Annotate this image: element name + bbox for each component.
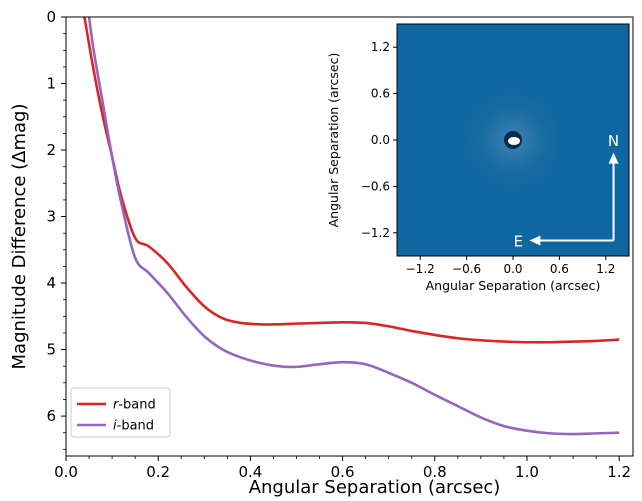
- inset-image: −1.2 −0.6 0.0 0.6 1.2 −1.2 −0.6 0.0 0.6 1.2 Angula…: [326, 23, 630, 293]
- star-core: [508, 137, 520, 145]
- y-tick-label: 3: [46, 208, 56, 226]
- inset-y-tick-label: 0.6: [371, 87, 390, 101]
- inset-y-tick-label: −0.6: [361, 179, 390, 193]
- legend-label-rest: -band: [117, 419, 154, 434]
- y-axis-label: Magnitude Difference (Δmag): [9, 104, 30, 370]
- x-tick-label: 0.0: [54, 463, 78, 481]
- y-tick-label: 1: [46, 75, 56, 93]
- inset-y-tick-label: 1.2: [371, 40, 390, 54]
- x-tick-label: 1.0: [515, 463, 539, 481]
- series-lines: [83, 17, 620, 436]
- inset-x-tick-label: −1.2: [406, 262, 435, 276]
- compass: NE: [514, 132, 619, 251]
- series-line-r-band: [83, 17, 620, 344]
- legend-label: r-band: [113, 398, 156, 413]
- legend-label-italic: r: [113, 398, 120, 413]
- y-tick-label: 0: [46, 8, 56, 26]
- inset-x-tick-label: 0.0: [503, 262, 522, 276]
- inset-y-tick-label: 0.0: [371, 133, 390, 147]
- y-tick-label: 2: [46, 141, 56, 159]
- plot-frame: [65, 16, 634, 457]
- x-tick-label: 0.2: [146, 463, 170, 481]
- legend-label-rest: -band: [118, 398, 155, 413]
- x-tick-label: 1.2: [607, 463, 631, 481]
- compass-east-label: E: [514, 233, 523, 251]
- y-tick-label: 6: [46, 407, 56, 425]
- compass-east-arrow: [529, 235, 541, 246]
- inset-y-tick-label: −1.2: [361, 226, 390, 240]
- x-tick-label: 0.4: [238, 463, 262, 481]
- inset-y-axis-label: Angular Separation (arcsec): [326, 53, 341, 228]
- series-line-i-band: [87, 17, 620, 436]
- legend-label-italic: i: [113, 419, 117, 434]
- legend-label: i-band: [113, 419, 154, 434]
- inset-x-tick-label: −0.6: [452, 262, 481, 276]
- compass-north-arrow: [608, 152, 619, 164]
- y-tick-label: 4: [46, 274, 56, 292]
- inset-x-tick-label: 1.2: [596, 262, 615, 276]
- x-tick-label: 0.6: [331, 463, 355, 481]
- inset-x-tick-label: 0.6: [550, 262, 569, 276]
- compass-north-label: N: [608, 132, 619, 150]
- x-tick-label: 0.8: [423, 463, 447, 481]
- inset-x-axis-label: Angular Separation (arcsec): [426, 278, 601, 293]
- x-axis-label: Angular Separation (arcsec): [249, 477, 501, 497]
- y-tick-label: 5: [46, 341, 56, 359]
